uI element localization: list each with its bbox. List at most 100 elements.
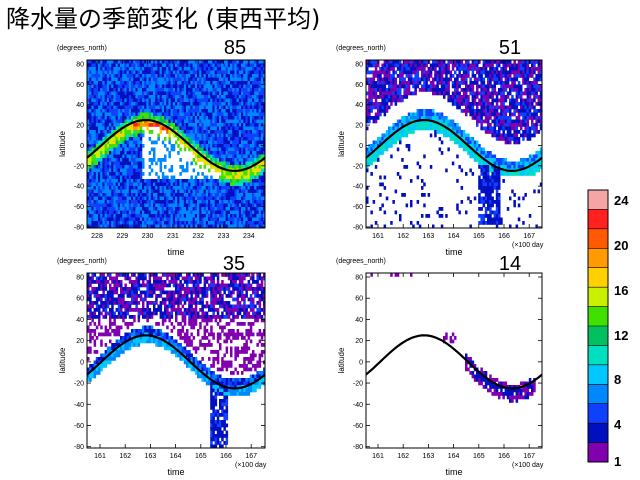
precip-cell (133, 151, 136, 155)
precip-cell (164, 102, 167, 106)
precip-cell (131, 88, 134, 92)
precip-cell (102, 196, 105, 201)
precip-cell (137, 60, 141, 64)
precip-cell (493, 154, 497, 159)
precip-cell (194, 133, 198, 138)
precip-cell (249, 144, 253, 148)
precip-cell (216, 123, 220, 127)
precip-cell (241, 165, 244, 169)
precip-cell (161, 175, 165, 180)
precip-cell (421, 84, 424, 89)
precip-cell (170, 175, 174, 180)
precip-cell (98, 130, 101, 134)
precip-cell (254, 154, 257, 159)
precip-cell (219, 70, 222, 75)
y-tick-label: 20 (76, 123, 84, 130)
precip-cell (142, 105, 145, 110)
precip-cell (256, 109, 259, 113)
precip-cell (186, 77, 189, 82)
precip-cell (135, 207, 138, 211)
precip-cell (120, 200, 123, 204)
precip-cell (192, 88, 196, 92)
precip-cell (126, 144, 130, 148)
precip-cell (142, 203, 145, 208)
precip-cell (258, 147, 262, 152)
precip-cell (155, 84, 158, 89)
precip-cell (150, 168, 154, 173)
precip-cell (157, 179, 160, 183)
precip-cell (124, 179, 127, 183)
precip-cell (212, 182, 215, 187)
precip-cell (168, 95, 171, 99)
precip-cell (98, 60, 101, 64)
precip-cell (495, 186, 499, 190)
precip-cell (423, 119, 426, 124)
precip-cell (489, 130, 492, 134)
precip-cell (122, 130, 125, 134)
precip-cell (445, 133, 448, 138)
precip-cell (91, 63, 94, 68)
precip-cell (401, 84, 404, 89)
precip-cell (135, 186, 138, 190)
precip-cell (188, 137, 191, 141)
precip-cell (451, 123, 455, 127)
precip-cell (124, 217, 127, 222)
precip-cell (456, 203, 459, 208)
precip-cell (484, 175, 488, 180)
precip-cell (260, 179, 264, 183)
precip-cell (396, 88, 400, 92)
precip-cell (416, 84, 420, 89)
precip-cell (111, 140, 114, 145)
precip-cell (491, 98, 494, 103)
precip-cell (412, 81, 415, 85)
precip-cell (241, 88, 244, 92)
precip-cell (230, 123, 233, 127)
precip-cell (495, 221, 499, 225)
precip-cell (93, 175, 97, 180)
precip-cell (467, 84, 470, 89)
precip-cell (199, 126, 202, 131)
precip-cell (192, 77, 196, 82)
precip-cell (210, 130, 213, 134)
precip-cell (482, 147, 486, 152)
precip-cell (252, 88, 255, 92)
precip-cell (241, 98, 244, 103)
precip-cell (484, 98, 488, 103)
precip-cell (258, 81, 262, 85)
precip-cell (247, 105, 251, 110)
precip-cell (199, 70, 202, 75)
precip-cell (465, 60, 468, 64)
precip-cell (245, 144, 248, 148)
precip-cell (113, 67, 116, 71)
precip-cell (106, 200, 110, 204)
precip-cell (93, 60, 97, 64)
precip-cell (155, 123, 158, 127)
precip-cell (469, 84, 472, 89)
precip-cell (208, 217, 211, 222)
precip-cell (484, 74, 488, 78)
precip-cell (256, 98, 259, 103)
precip-cell (405, 126, 409, 131)
precip-cell (89, 224, 92, 228)
precip-cell (234, 140, 237, 145)
precip-cell (436, 210, 439, 215)
precip-cell (194, 207, 198, 211)
precip-cell (260, 175, 264, 180)
precip-cell (418, 112, 422, 117)
precip-cell (423, 63, 426, 68)
precip-cell (150, 217, 154, 222)
precip-cell (181, 140, 185, 145)
precip-cell (427, 193, 431, 197)
precip-cell (122, 77, 125, 82)
precip-cell (113, 203, 116, 208)
precip-cell (258, 144, 262, 148)
precip-cell (377, 88, 380, 92)
precip-cell (124, 161, 127, 166)
precip-cell (247, 126, 251, 131)
precip-cell (139, 224, 143, 228)
precip-cell (137, 109, 141, 113)
precip-cell (104, 137, 108, 141)
precip-cell (478, 158, 481, 162)
precip-cell (93, 151, 97, 155)
precip-cell (155, 60, 158, 64)
